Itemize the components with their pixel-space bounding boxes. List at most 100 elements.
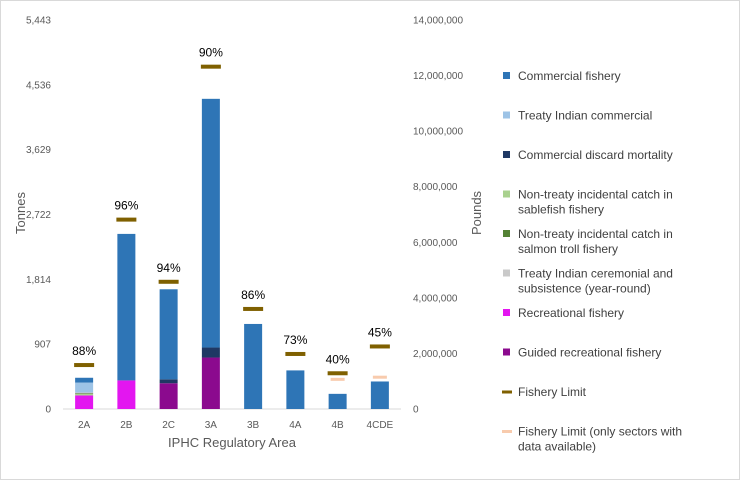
category-label: 4A xyxy=(289,420,302,431)
percent-label: 73% xyxy=(283,333,307,347)
right-tick-label: 10,000,000 xyxy=(413,127,463,138)
legend-label: Commercial fishery xyxy=(518,69,621,83)
legend-item: Treaty Indian commercial xyxy=(503,109,652,123)
x-axis-title: IPHC Regulatory Area xyxy=(168,435,297,450)
bar-segment xyxy=(75,393,94,396)
legend-swatch xyxy=(503,348,510,356)
legend-label: Non-treaty incidental catch in salmon tro… xyxy=(518,227,673,256)
bar-segment xyxy=(117,380,136,409)
legend-item: Fishery Limit (only sectors with data ava… xyxy=(502,425,682,454)
legend-swatch xyxy=(503,269,510,277)
y2-axis-title: Pounds xyxy=(469,190,484,235)
legend-item: Treaty Indian ceremonial and subsistence … xyxy=(503,267,673,296)
legend-item: Non-treaty incidental catch in sablefish … xyxy=(503,188,673,217)
right-tick-label: 12,000,000 xyxy=(413,71,463,82)
category-label: 3A xyxy=(205,420,218,431)
bar-segment xyxy=(286,370,305,409)
right-tick-label: 14,000,000 xyxy=(413,16,463,27)
legend-swatch xyxy=(503,230,510,237)
fishery-limit-markers xyxy=(74,64,390,381)
right-tick-label: 0 xyxy=(413,405,419,416)
bar-segment xyxy=(75,392,94,394)
left-axis-ticks: 0 907 1,814 2,722 3,629 4,536 5,443 xyxy=(26,16,51,416)
percent-labels: 88% 96% 94% 90% 86% 73% 40% 45% xyxy=(72,46,392,367)
legend-swatch xyxy=(502,430,512,433)
fishery-limit-marker xyxy=(158,279,179,284)
percent-label: 88% xyxy=(72,344,96,358)
percent-label: 40% xyxy=(326,352,350,366)
fishery-limit-marker xyxy=(200,64,221,69)
bar-segment xyxy=(75,377,94,383)
legend-label: Fishery Limit (only sectors with data ava… xyxy=(518,425,682,454)
bars xyxy=(75,98,389,409)
category-label: 2B xyxy=(120,420,133,431)
category-label: 3B xyxy=(247,420,260,431)
bar-segment xyxy=(75,382,94,393)
right-tick-label: 8,000,000 xyxy=(413,182,458,193)
legend-swatch xyxy=(503,190,510,198)
fishery-limit-marker xyxy=(243,306,264,311)
fishery-limit-marker xyxy=(327,371,348,376)
legend-swatch xyxy=(503,309,510,316)
legend-swatch xyxy=(502,390,512,394)
bar-segment xyxy=(244,323,263,409)
percent-label: 86% xyxy=(241,288,265,302)
bar-segment xyxy=(159,289,178,380)
bar-segment xyxy=(201,357,220,409)
legend-label: Treaty Indian ceremonial and subsistence … xyxy=(518,267,673,296)
bar-segment xyxy=(201,98,220,348)
right-axis-ticks: 0 2,000,000 4,000,000 6,000,000 8,000,000 10,… xyxy=(413,16,463,416)
bar-segment xyxy=(159,379,178,384)
legend-item: Non-treaty incidental catch in salmon tro… xyxy=(503,227,673,256)
bar-segment xyxy=(370,381,389,409)
bar-segment xyxy=(201,347,220,358)
fishery-limit-marker xyxy=(74,363,95,368)
legend-label: Recreational fishery xyxy=(518,306,624,320)
left-tick-label: 1,814 xyxy=(26,275,51,286)
left-tick-label: 3,629 xyxy=(26,145,51,156)
legend-label: Non-treaty incidental catch in sablefish … xyxy=(518,188,673,217)
fishery-limit-partial-marker xyxy=(330,377,345,381)
fishery-limit-marker xyxy=(116,217,137,222)
left-tick-label: 5,443 xyxy=(26,16,51,27)
left-tick-label: 2,722 xyxy=(26,210,51,221)
category-labels: 2A 2B 2C 3A 3B 4A 4B 4CDE xyxy=(78,420,394,431)
legend-item: Commercial fishery xyxy=(503,69,621,83)
legend-label: Guided recreational fishery xyxy=(518,346,661,360)
bar-segment xyxy=(159,383,178,409)
legend: Commercial fishery Treaty Indian commerci… xyxy=(502,69,682,454)
bar-segment xyxy=(75,395,94,409)
percent-label: 94% xyxy=(157,261,181,275)
legend-swatch xyxy=(503,111,510,119)
right-tick-label: 6,000,000 xyxy=(413,238,458,249)
percent-label: 96% xyxy=(114,199,138,213)
legend-swatch xyxy=(503,72,510,79)
legend-label: Fishery Limit xyxy=(518,385,587,399)
percent-label: 45% xyxy=(368,325,392,339)
bar-segment xyxy=(75,393,94,394)
percent-label: 90% xyxy=(199,46,223,60)
legend-item: Commercial discard mortality xyxy=(503,148,673,162)
bar-segment xyxy=(117,233,136,381)
fishery-limit-marker xyxy=(285,351,306,356)
category-label: 2A xyxy=(78,420,91,431)
legend-item: Guided recreational fishery xyxy=(503,346,661,360)
left-tick-label: 0 xyxy=(45,405,51,416)
left-tick-label: 907 xyxy=(34,340,51,351)
fishery-limit-marker xyxy=(369,344,390,349)
left-tick-label: 4,536 xyxy=(26,80,51,91)
category-label: 4B xyxy=(332,420,345,431)
right-tick-label: 4,000,000 xyxy=(413,293,458,304)
legend-item: Fishery Limit xyxy=(502,385,587,399)
fishery-limit-partial-marker xyxy=(372,375,387,379)
legend-swatch xyxy=(503,151,510,158)
legend-label: Treaty Indian commercial xyxy=(518,109,652,123)
category-label: 2C xyxy=(162,420,175,431)
y-axis-title: Tonnes xyxy=(13,192,28,234)
legend-item: Recreational fishery xyxy=(503,306,624,320)
legend-label: Commercial discard mortality xyxy=(518,148,673,162)
right-tick-label: 2,000,000 xyxy=(413,349,458,360)
bar-segment xyxy=(328,393,347,409)
